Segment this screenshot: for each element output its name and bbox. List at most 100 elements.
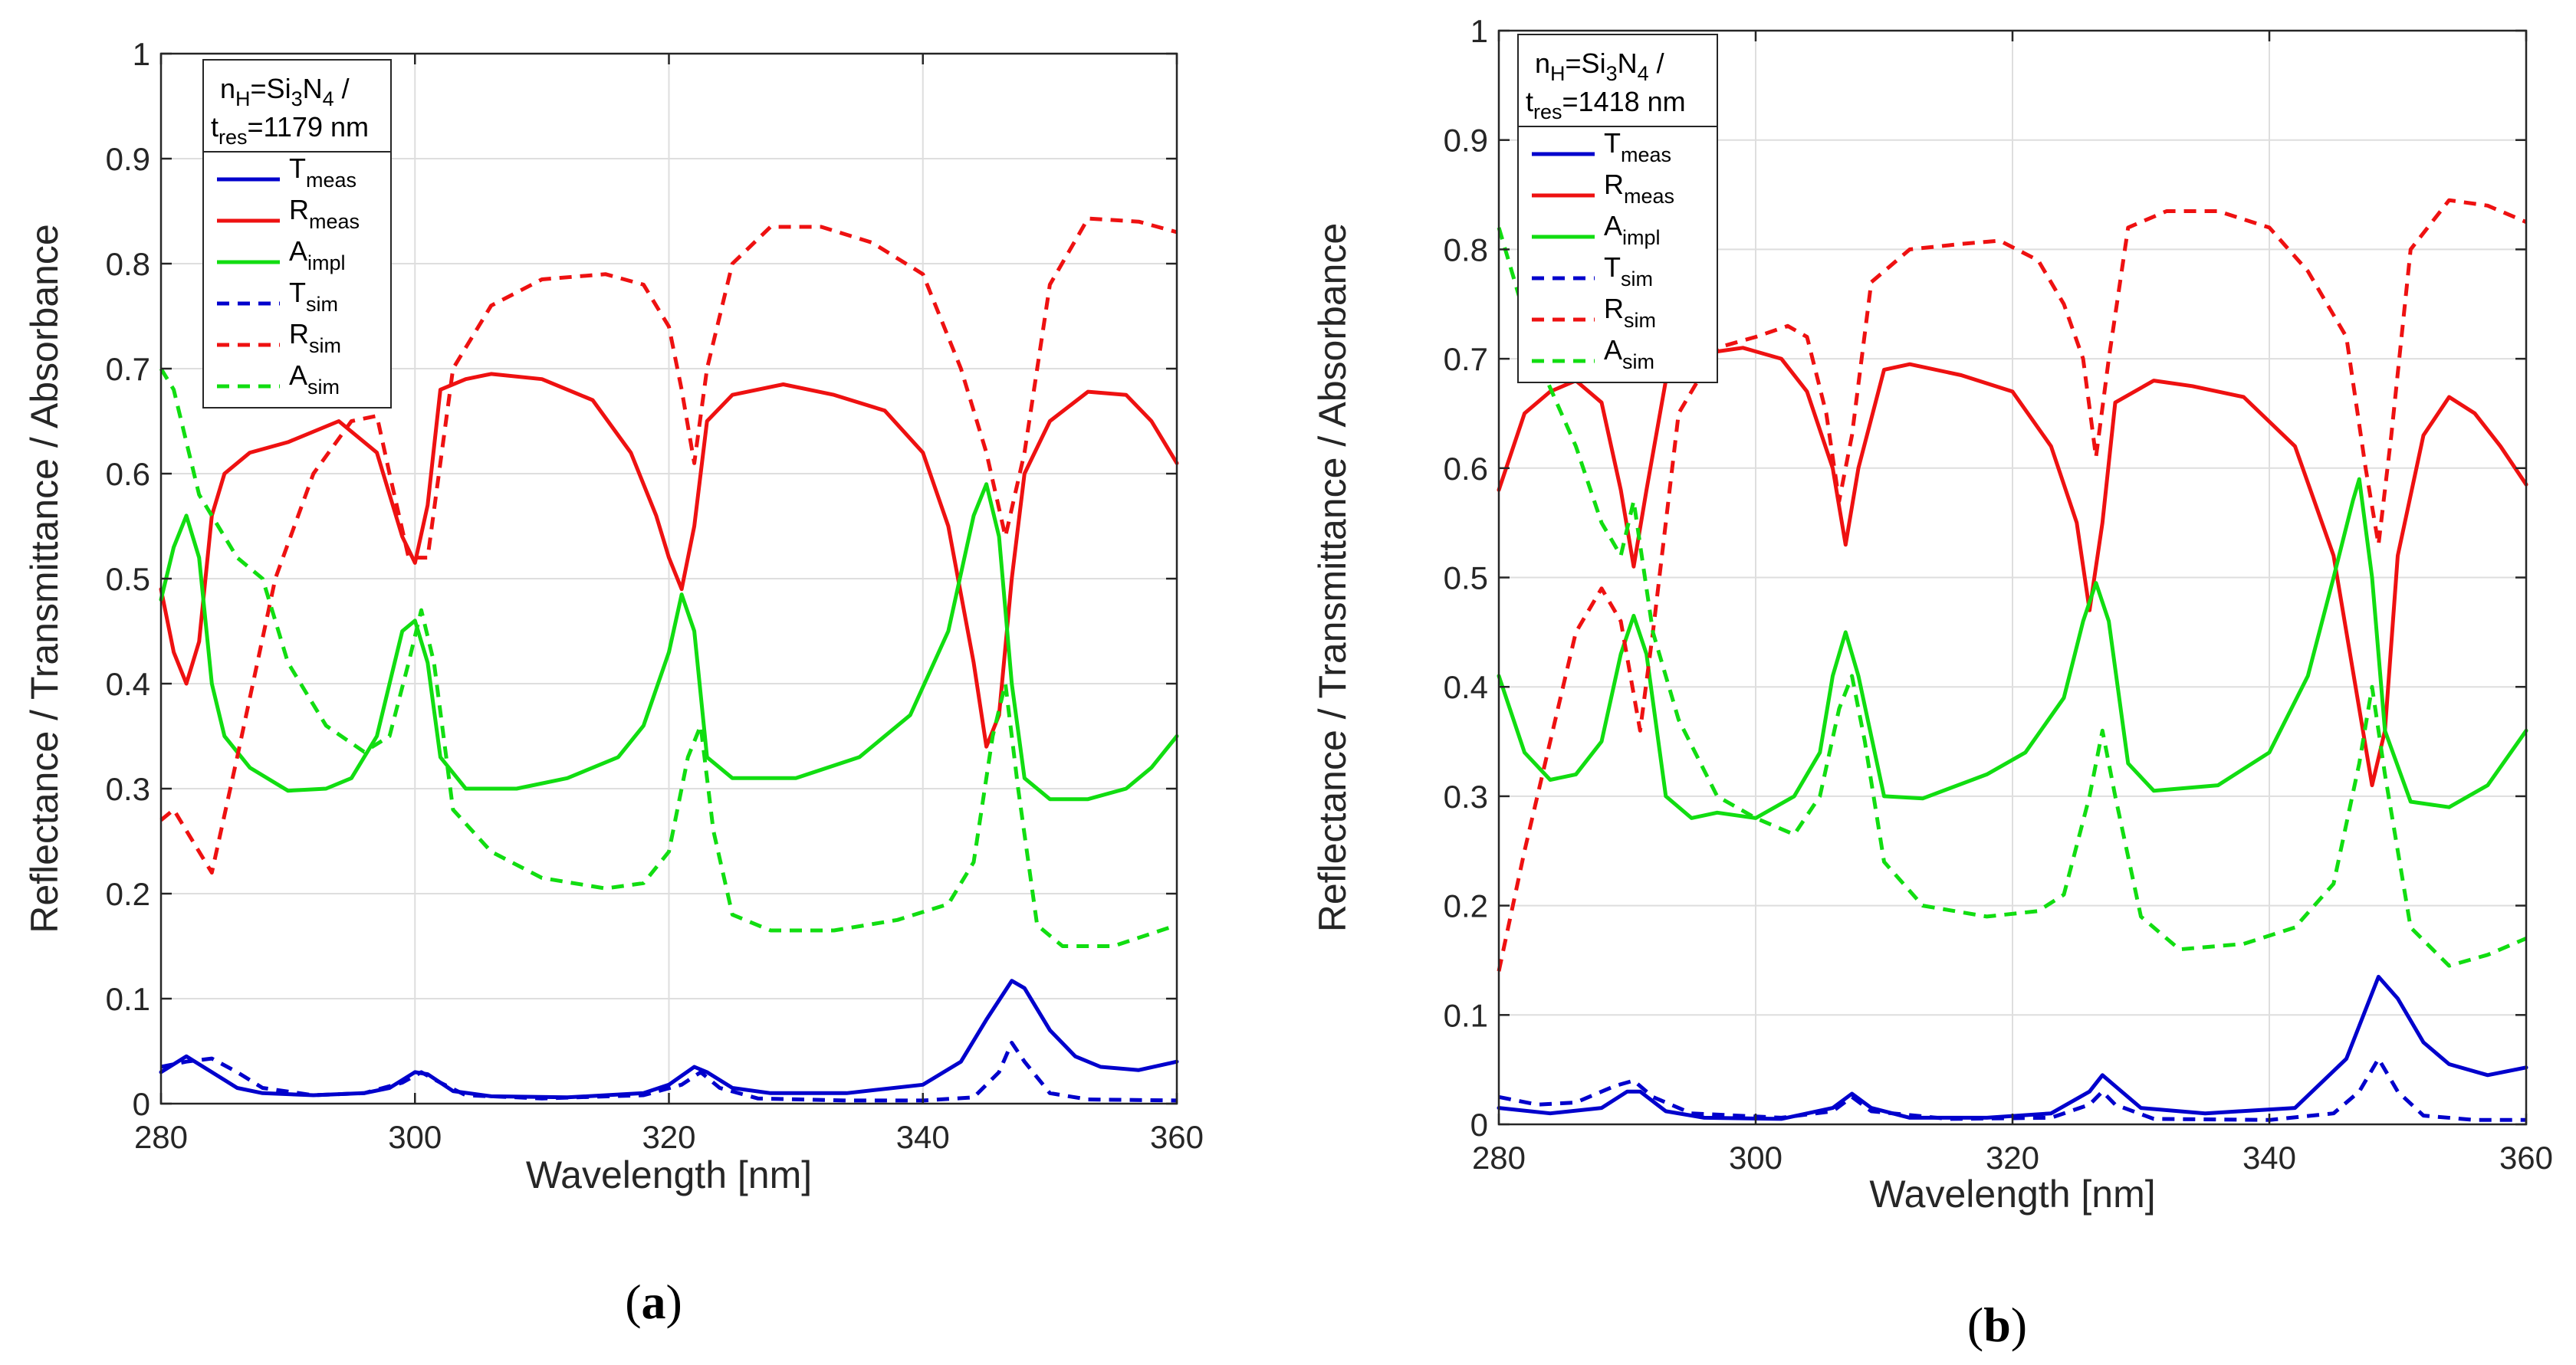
y-tick-label: 0.2 [106,876,150,912]
legend-box [1517,34,1718,383]
y-tick-label: 0 [1470,1107,1488,1143]
series-line-t-sim [160,1041,1178,1103]
legend-entry-symbol: T [289,277,306,308]
legend-entry-subscript: meas [1621,143,1671,166]
panel-label-letter: b [1983,1298,2011,1352]
y-tick-label: 0.1 [1444,997,1488,1033]
legend-entry-subscript: meas [309,210,360,233]
series-line-r-sim [159,216,1178,875]
x-tick-label: 300 [1729,1140,1783,1176]
y-tick-label: 0.8 [106,246,150,282]
x-axis-label: Wavelength [nm] [526,1153,812,1196]
y-tick-label: 0.9 [1444,123,1488,159]
legend-entry-symbol: A [289,359,307,391]
x-tick-label: 300 [388,1119,442,1155]
legend-entry-subscript: sim [1624,309,1656,332]
legend-entry-r-sim: Rsim [1604,293,1656,332]
legend-entry-symbol: T [1604,251,1621,283]
series-line-r-sim [1497,198,2527,972]
panel-label-open: ( [1967,1298,1983,1352]
series-line-a-impl [159,482,1179,802]
series-line-t-meas [1497,974,2528,1121]
legend-title-part: =1418 nm [1562,86,1686,117]
y-tick-label: 0.5 [106,561,150,597]
legend-entry-a-impl: Aimpl [289,235,346,274]
y-tick-label: 0.6 [1444,451,1488,487]
x-tick-label: 340 [896,1119,950,1155]
series-line-a-impl [1497,477,2528,820]
y-tick-label: 0.7 [106,351,150,387]
panel-label: (b) [1967,1298,2027,1352]
legend-entry-subscript: meas [1624,185,1674,208]
legend: nH=Si3N4 /tres=1179 nmTmeasRmeasAimplTsi… [202,59,392,409]
series-line-a-sim [159,367,1178,948]
legend-entry-subscript: meas [306,169,356,192]
legend-entry-subscript: sim [1621,267,1653,290]
y-tick-label: 0.8 [1444,231,1488,267]
legend-entry-subscript: sim [309,334,341,357]
legend-title-part: / [1649,48,1664,79]
y-tick-label: 0.4 [106,666,150,702]
y-tick-label: 0.1 [106,981,150,1017]
y-tick-label: 1 [1470,13,1488,49]
panel-a: 280 300 320 340 360 0 0.1 0.2 0.3 0.4 0.5 0.6 0.7 0.8… [23,36,1204,1329]
legend: nH=Si3N4 /tres=1418 nmTmeasRmeasAimplTsi… [1517,34,1718,383]
series-line-a-sim [1497,227,2527,968]
y-tick-label: 0.7 [1444,341,1488,377]
legend-title-line: tres=1418 nm [1526,86,1686,123]
legend-title-part: =1179 nm [248,111,369,143]
legend-title-part: H [1550,62,1566,85]
legend-entry-r-meas: Rmeas [1604,169,1674,208]
legend-entry-symbol: A [1604,210,1622,241]
legend-title-part: =Si [251,73,291,104]
legend-entry-r-meas: Rmeas [289,194,360,233]
legend-title-part: N [1618,48,1638,79]
legend-entry-symbol: A [289,235,307,267]
legend-title-line: tres=1179 nm [211,111,369,149]
x-tick-label: 360 [2499,1140,2553,1176]
y-tick-label: 0.5 [1444,560,1488,596]
x-tick-label: 360 [1150,1119,1204,1155]
legend-entry-t-sim: Tsim [289,277,338,316]
legend-title-part: =Si [1566,48,1606,79]
legend-entry-t-meas: Tmeas [1604,127,1671,166]
series-line-r-meas [159,372,1179,749]
panel-label: (a) [625,1275,682,1329]
x-tick-label: 280 [1472,1140,1526,1176]
legend-entry-t-sim: Tsim [1604,251,1653,290]
legend-entry-symbol: T [1604,127,1621,159]
x-tick-label: 280 [134,1119,188,1155]
panel-label-close: ) [2011,1298,2027,1352]
y-tick-label: 0.9 [106,141,150,177]
legend-title-part: t [1526,86,1533,117]
x-tick-label: 320 [1986,1140,2039,1176]
legend-entry-symbol: T [289,153,306,184]
panel-label-open: ( [625,1275,641,1329]
x-axis-label: Wavelength [nm] [1869,1173,2155,1216]
legend-entry-t-meas: Tmeas [289,153,356,192]
legend-title-part: 3 [291,87,303,110]
legend-title-part: 3 [1606,62,1618,85]
legend-entry-symbol: A [1604,334,1622,366]
legend-entry-symbol: R [1604,169,1624,200]
legend-title-part: / [334,73,350,104]
y-tick-label: 0.6 [106,456,150,492]
y-axis-label: Reflectance / Transmittance / Absorbance [23,224,66,934]
y-tick-label: 1 [133,36,150,72]
legend-entry-r-sim: Rsim [289,318,341,357]
x-tick-label: 320 [642,1119,695,1155]
y-tick-label: 0.4 [1444,669,1488,705]
legend-title-line: nH=Si3N4 / [220,73,350,110]
legend-title-part: N [303,73,323,104]
legend-title-part: res [219,126,248,149]
legend-entry-subscript: sim [1622,350,1654,373]
legend-title-line: nH=Si3N4 / [1535,48,1664,85]
legend-title-part: res [1533,100,1562,123]
legend-title-part: n [1535,48,1550,79]
panel-label-letter: a [642,1275,666,1329]
legend-entry-symbol: R [289,194,309,225]
legend-title-part: 4 [1638,62,1649,85]
legend-entry-subscript: impl [307,251,346,274]
y-axis-label: Reflectance / Transmittance / Absorbance [1311,223,1354,933]
